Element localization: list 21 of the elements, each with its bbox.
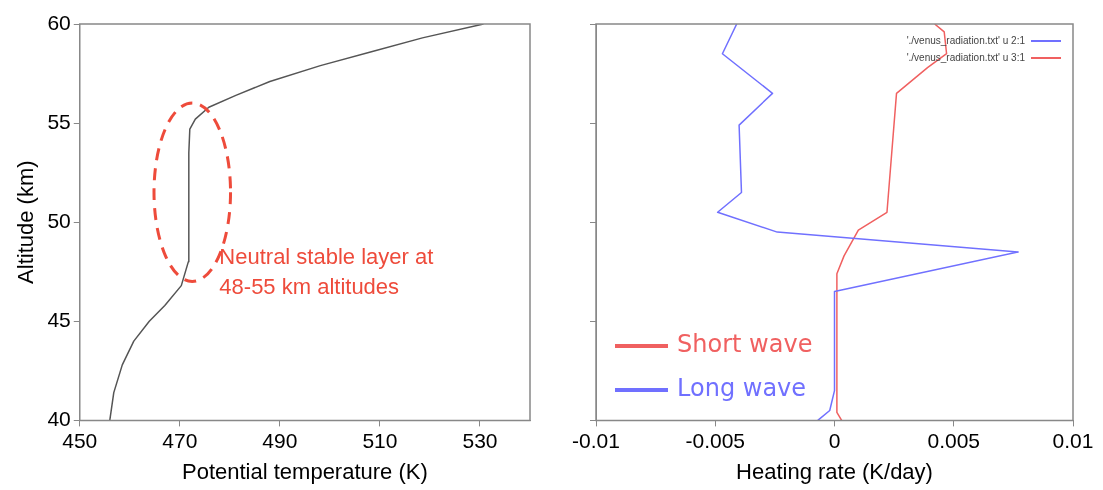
y-tick-label: 50: [47, 209, 71, 232]
y-tick-label: 45: [47, 308, 71, 332]
y-axis-title: Altitude (km): [13, 160, 39, 284]
x-tick-label: -0.01: [572, 428, 620, 452]
y-tick-label: 55: [47, 109, 71, 133]
x-tick-label: 530: [462, 428, 498, 452]
annotation: Short wave: [677, 329, 813, 360]
x-axis-title: Potential temperature (K): [181, 458, 428, 484]
x-tick-label: 0.01: [1052, 428, 1094, 452]
x-tick-label: -0.005: [685, 428, 746, 452]
x-tick-label: 0.005: [927, 428, 981, 452]
y-tick-label: 40: [47, 407, 71, 431]
x-tick-label: 470: [162, 428, 198, 452]
x-tick-label: 490: [262, 428, 298, 452]
x-tick-label: 0: [828, 428, 841, 452]
annotation: Neutral stable layer at 48-55 km altitudes: [219, 243, 435, 301]
x-tick-label: 450: [62, 428, 98, 452]
x-tick-label: 510: [362, 428, 398, 452]
x-axis-title: Heating rate (K/day): [736, 458, 933, 484]
annotation: Long wave: [677, 372, 807, 403]
y-tick-label: 60: [47, 10, 71, 34]
